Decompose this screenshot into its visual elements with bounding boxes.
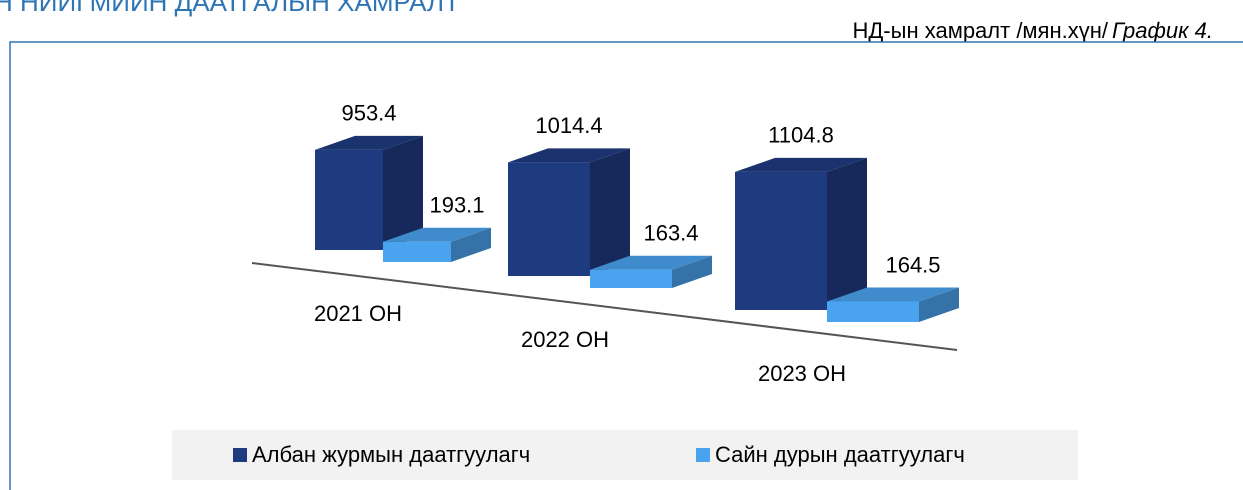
bar-top	[735, 157, 867, 172]
chart-frame	[9, 41, 1243, 490]
data-label: 193.1	[429, 193, 484, 218]
subtitle: НД-ын хамралт /мян.хүн/	[853, 18, 1109, 43]
x-tick-label: 2023 ОН	[758, 361, 846, 386]
bar	[383, 241, 451, 262]
bar	[508, 162, 590, 276]
bar-top	[315, 135, 423, 150]
legend-label: Сайн дурын даатгуулагч	[715, 442, 965, 467]
bar	[735, 171, 827, 310]
x-tick-label: 2022 ОН	[521, 327, 609, 352]
data-label: 1104.8	[768, 123, 834, 148]
x-tick-label: 2021 ОН	[314, 301, 402, 326]
floor-line	[251, 262, 958, 351]
legend-swatch	[696, 448, 710, 462]
bar-side	[919, 287, 959, 322]
bar-side	[672, 255, 712, 288]
data-label: 164.5	[885, 252, 940, 277]
bar	[315, 149, 383, 250]
bar-top	[827, 287, 959, 302]
data-label: 953.4	[341, 101, 396, 126]
bar	[827, 301, 919, 322]
data-label: 1014.4	[535, 113, 602, 138]
bar-side	[383, 135, 423, 250]
bar-side	[451, 227, 491, 262]
heading: Н НИЙГМИЙН ДААТГАЛЫН ХАМРАЛТ	[0, 0, 460, 17]
bar-top	[590, 255, 712, 270]
bar-top	[383, 227, 491, 242]
bar-side	[827, 157, 867, 310]
figure-label: График 4.	[1112, 18, 1213, 43]
bar-top	[508, 148, 630, 163]
data-label: 163.4	[643, 221, 698, 246]
legend-swatch	[233, 448, 247, 462]
bar	[590, 269, 672, 288]
legend-box	[172, 430, 1078, 480]
bar-side	[590, 148, 630, 276]
legend-label: Албан журмын даатгуулагч	[252, 442, 530, 467]
